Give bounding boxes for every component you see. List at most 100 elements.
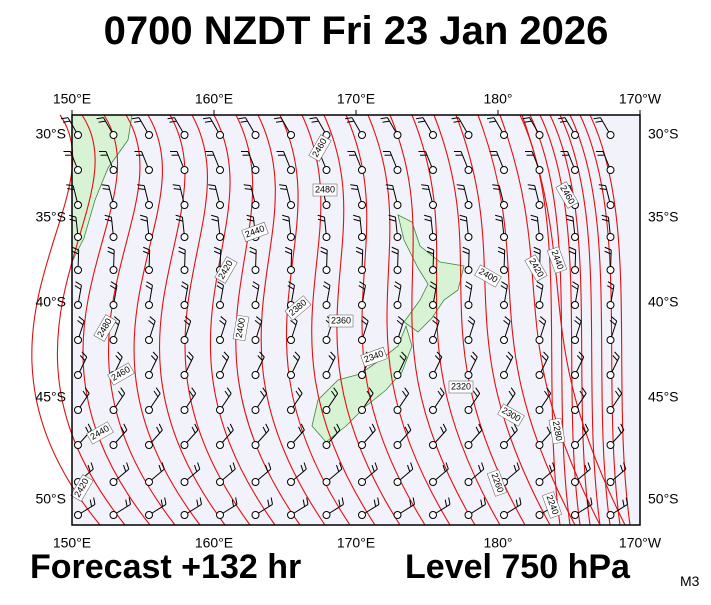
- model-code: M3: [680, 573, 700, 589]
- station: [75, 202, 82, 209]
- station: [572, 234, 579, 241]
- station: [110, 267, 117, 274]
- station: [75, 267, 82, 274]
- station: [501, 302, 508, 309]
- lon-label: 170°W: [619, 91, 662, 107]
- station: [430, 302, 437, 309]
- station: [146, 442, 153, 449]
- station: [75, 407, 82, 414]
- station: [146, 132, 153, 139]
- station: [359, 202, 366, 209]
- station: [359, 302, 366, 309]
- station: [465, 202, 472, 209]
- station: [572, 267, 579, 274]
- station: [394, 479, 401, 486]
- station: [394, 302, 401, 309]
- station: [217, 337, 224, 344]
- station: [146, 302, 153, 309]
- station: [607, 267, 614, 274]
- station: [323, 234, 330, 241]
- map-background: [72, 115, 640, 525]
- station: [288, 512, 295, 519]
- station: [75, 442, 82, 449]
- lon-label: 160°E: [195, 91, 233, 107]
- station: [430, 442, 437, 449]
- station: [394, 132, 401, 139]
- station: [323, 167, 330, 174]
- station: [430, 267, 437, 274]
- station: [607, 132, 614, 139]
- station: [75, 302, 82, 309]
- station: [181, 267, 188, 274]
- station: [465, 407, 472, 414]
- station: [323, 442, 330, 449]
- station: [501, 167, 508, 174]
- station: [217, 202, 224, 209]
- station: [323, 372, 330, 379]
- lon-label: 180°: [484, 91, 513, 107]
- station: [465, 442, 472, 449]
- station: [217, 372, 224, 379]
- station: [217, 407, 224, 414]
- station: [110, 167, 117, 174]
- station: [536, 167, 543, 174]
- station: [465, 372, 472, 379]
- lat-label: 50°S: [35, 491, 66, 507]
- contour-label: 2360: [329, 315, 353, 327]
- station: [323, 407, 330, 414]
- station: [359, 267, 366, 274]
- station: [146, 202, 153, 209]
- station: [181, 234, 188, 241]
- station: [146, 167, 153, 174]
- contour-value: 2360: [331, 315, 351, 325]
- station: [217, 479, 224, 486]
- station: [217, 302, 224, 309]
- station: [394, 267, 401, 274]
- station: [288, 234, 295, 241]
- station: [252, 442, 259, 449]
- station: [252, 407, 259, 414]
- station: [110, 302, 117, 309]
- station: [572, 372, 579, 379]
- station: [430, 337, 437, 344]
- station: [146, 234, 153, 241]
- contour-value: 2320: [451, 381, 471, 391]
- contour-label: 2320: [449, 381, 473, 393]
- station: [146, 267, 153, 274]
- station: [288, 407, 295, 414]
- station: [572, 479, 579, 486]
- station: [288, 132, 295, 139]
- station: [394, 442, 401, 449]
- lat-label: 30°S: [35, 126, 66, 142]
- station: [536, 512, 543, 519]
- station: [536, 132, 543, 139]
- contour-value: 2480: [315, 184, 335, 194]
- contour-label: 2480: [313, 184, 337, 196]
- station: [110, 512, 117, 519]
- station: [430, 479, 437, 486]
- station: [252, 512, 259, 519]
- station: [430, 407, 437, 414]
- station: [323, 202, 330, 209]
- station: [501, 202, 508, 209]
- station: [430, 167, 437, 174]
- station: [536, 202, 543, 209]
- station: [323, 479, 330, 486]
- station: [181, 167, 188, 174]
- lat-label: 35°S: [35, 209, 66, 225]
- station: [323, 267, 330, 274]
- station: [359, 442, 366, 449]
- station: [75, 234, 82, 241]
- station: [572, 132, 579, 139]
- station: [181, 132, 188, 139]
- station: [252, 479, 259, 486]
- station: [536, 479, 543, 486]
- station: [465, 337, 472, 344]
- station: [536, 372, 543, 379]
- station: [465, 479, 472, 486]
- station: [572, 407, 579, 414]
- station: [572, 337, 579, 344]
- station: [75, 372, 82, 379]
- station: [288, 479, 295, 486]
